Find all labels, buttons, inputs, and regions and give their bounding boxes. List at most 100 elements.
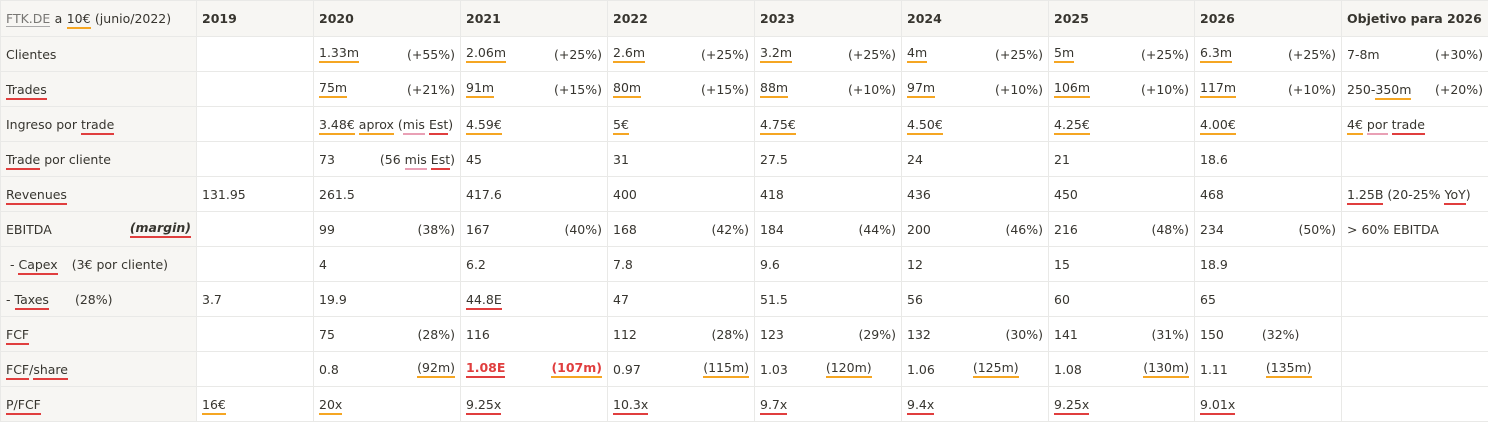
cell[interactable]: 1.33m (+55%) xyxy=(313,36,461,72)
cell[interactable]: 184 (44%) xyxy=(754,211,902,247)
col-2021[interactable]: 2021 xyxy=(460,0,608,37)
cell[interactable]: 80m (+15%) xyxy=(607,71,755,107)
cell[interactable]: 97m (+10%) xyxy=(901,71,1049,107)
cell[interactable]: 21 xyxy=(1048,141,1195,177)
row-label-revenues[interactable]: Revenues xyxy=(0,176,197,212)
cell[interactable] xyxy=(1341,316,1488,352)
cell[interactable]: 3.2m (+25%) xyxy=(754,36,902,72)
cell[interactable]: 73 (56 mis Est) xyxy=(313,141,461,177)
cell[interactable]: 4.59€ xyxy=(460,106,608,142)
cell[interactable]: 88m (+10%) xyxy=(754,71,902,107)
cell[interactable]: 12 xyxy=(901,246,1049,282)
cell[interactable]: 417.6 xyxy=(460,176,608,212)
cell[interactable]: 18.6 xyxy=(1194,141,1342,177)
cell[interactable]: 24 xyxy=(901,141,1049,177)
row-label-trade-por-cliente[interactable]: Trade por cliente xyxy=(0,141,197,177)
cell[interactable]: 2.6m (+25%) xyxy=(607,36,755,72)
cell[interactable]: 27.5 xyxy=(754,141,902,177)
cell[interactable] xyxy=(1341,141,1488,177)
cell[interactable]: 5m (+25%) xyxy=(1048,36,1195,72)
row-label-trades[interactable]: Trades xyxy=(0,71,197,107)
cell[interactable]: 4m (+25%) xyxy=(901,36,1049,72)
cell[interactable]: 4€ por trade xyxy=(1341,106,1488,142)
cell[interactable]: 132 (30%) xyxy=(901,316,1049,352)
cell[interactable] xyxy=(196,36,314,72)
cell[interactable]: 7.8 xyxy=(607,246,755,282)
cell[interactable] xyxy=(196,316,314,352)
cell[interactable]: > 60% EBITDA xyxy=(1341,211,1488,247)
cell[interactable]: 150 (32%) xyxy=(1194,316,1342,352)
cell[interactable]: 250-350m (+20%) xyxy=(1341,71,1488,107)
cell[interactable]: 16€ xyxy=(196,386,314,422)
cell[interactable] xyxy=(196,211,314,247)
cell[interactable]: 19.9 xyxy=(313,281,461,317)
cell[interactable]: 167 (40%) xyxy=(460,211,608,247)
cell[interactable]: 1.08E (107m) xyxy=(460,351,608,387)
cell[interactable]: 20x xyxy=(313,386,461,422)
cell[interactable]: 131.95 xyxy=(196,176,314,212)
cell[interactable] xyxy=(196,351,314,387)
cell[interactable]: 45 xyxy=(460,141,608,177)
cell[interactable]: 468 xyxy=(1194,176,1342,212)
cell[interactable] xyxy=(196,246,314,282)
cell[interactable]: 234 (50%) xyxy=(1194,211,1342,247)
cell[interactable]: 18.9 xyxy=(1194,246,1342,282)
cell[interactable]: 9.4x xyxy=(901,386,1049,422)
cell[interactable]: 7-8m (+30%) xyxy=(1341,36,1488,72)
col-2023[interactable]: 2023 xyxy=(754,0,902,37)
cell[interactable]: 117m (+10%) xyxy=(1194,71,1342,107)
cell[interactable] xyxy=(196,71,314,107)
row-label-p-fcf[interactable]: P/FCF xyxy=(0,386,197,422)
cell[interactable] xyxy=(196,106,314,142)
cell[interactable]: 200 (46%) xyxy=(901,211,1049,247)
col-objective[interactable]: Objetivo para 2026 xyxy=(1341,0,1488,37)
cell[interactable]: 123 (29%) xyxy=(754,316,902,352)
cell[interactable] xyxy=(1341,281,1488,317)
cell[interactable]: 75m (+21%) xyxy=(313,71,461,107)
cell[interactable]: 9.01x xyxy=(1194,386,1342,422)
cell[interactable]: 168 (42%) xyxy=(607,211,755,247)
cell[interactable] xyxy=(1341,246,1488,282)
cell[interactable]: 10.3x xyxy=(607,386,755,422)
cell[interactable]: 418 xyxy=(754,176,902,212)
col-2022[interactable]: 2022 xyxy=(607,0,755,37)
cell[interactable]: 3.7 xyxy=(196,281,314,317)
row-label-ebitda[interactable]: EBITDA (margin) xyxy=(0,211,197,247)
cell[interactable]: 1.06 (125m) xyxy=(901,351,1049,387)
cell[interactable]: 9.25x xyxy=(1048,386,1195,422)
cell[interactable]: 56 xyxy=(901,281,1049,317)
row-label-capex[interactable]: - Capex (3€ por cliente) xyxy=(0,246,197,282)
cell[interactable]: 261.5 xyxy=(313,176,461,212)
cell[interactable]: 1.25B (20-25% YoY) xyxy=(1341,176,1488,212)
cell[interactable]: 6.3m (+25%) xyxy=(1194,36,1342,72)
cell[interactable]: 9.6 xyxy=(754,246,902,282)
cell[interactable] xyxy=(1341,351,1488,387)
cell[interactable]: 47 xyxy=(607,281,755,317)
cell[interactable]: 112 (28%) xyxy=(607,316,755,352)
cell[interactable]: 51.5 xyxy=(754,281,902,317)
cell[interactable]: 4.75€ xyxy=(754,106,902,142)
cell[interactable]: 5€ xyxy=(607,106,755,142)
cell[interactable]: 1.08 (130m) xyxy=(1048,351,1195,387)
cell[interactable]: 15 xyxy=(1048,246,1195,282)
cell[interactable]: 60 xyxy=(1048,281,1195,317)
cell[interactable]: 116 xyxy=(460,316,608,352)
col-2024[interactable]: 2024 xyxy=(901,0,1049,37)
cell[interactable]: 4.50€ xyxy=(901,106,1049,142)
cell[interactable]: 106m (+10%) xyxy=(1048,71,1195,107)
cell[interactable]: 9.25x xyxy=(460,386,608,422)
cell[interactable]: 65 xyxy=(1194,281,1342,317)
cell[interactable]: 4 xyxy=(313,246,461,282)
col-2026[interactable]: 2026 xyxy=(1194,0,1342,37)
ticker-link[interactable]: FTK.DE xyxy=(6,11,51,27)
cell[interactable]: 44.8E xyxy=(460,281,608,317)
cell[interactable]: 31 xyxy=(607,141,755,177)
col-2019[interactable]: 2019 xyxy=(196,0,314,37)
cell[interactable]: 91m (+15%) xyxy=(460,71,608,107)
cell[interactable]: 2.06m (+25%) xyxy=(460,36,608,72)
row-label-fcf-share[interactable]: FCF/share xyxy=(0,351,197,387)
cell[interactable] xyxy=(1341,386,1488,422)
cell[interactable]: 75 (28%) xyxy=(313,316,461,352)
cell[interactable]: 436 xyxy=(901,176,1049,212)
cell[interactable]: 3.48€ aprox (mis Est) xyxy=(313,106,461,142)
